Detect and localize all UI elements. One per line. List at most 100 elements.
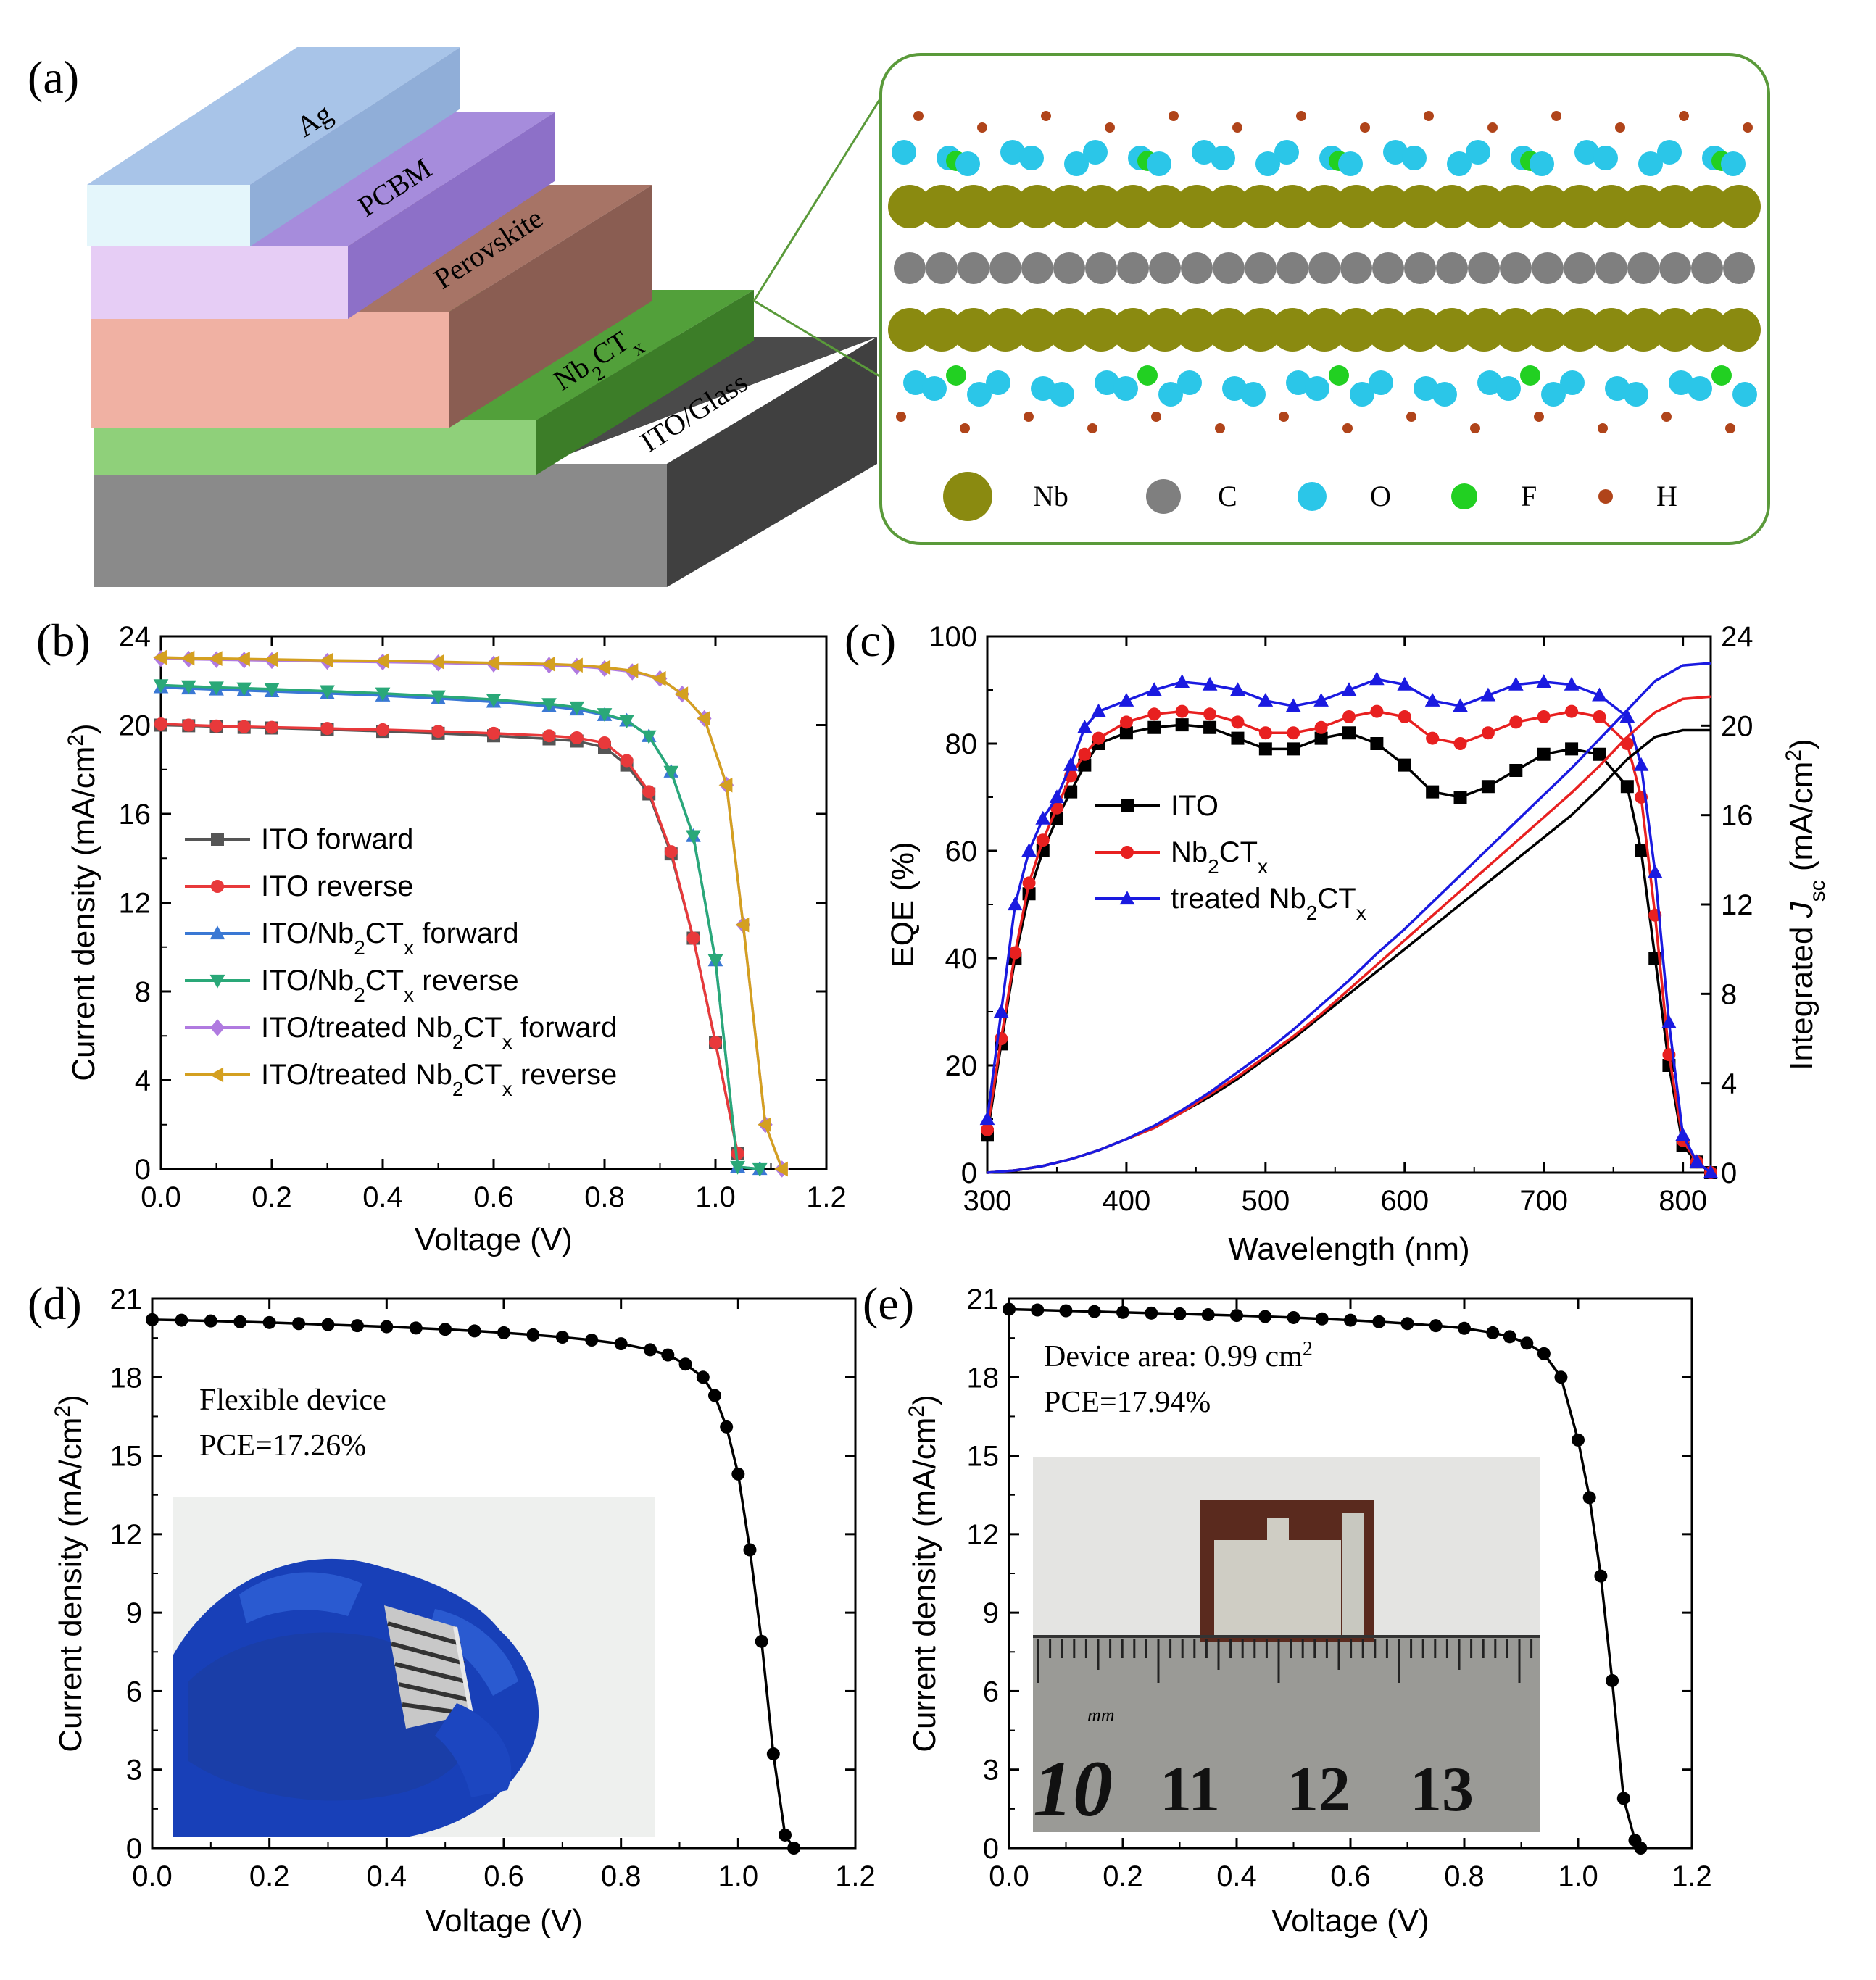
data-point — [182, 718, 196, 732]
data-point — [1175, 718, 1189, 732]
atom-h — [1725, 423, 1735, 433]
atom-c — [1117, 252, 1149, 284]
y-tick-label: 15 — [967, 1441, 1000, 1473]
data-point — [1537, 747, 1551, 761]
y-tick-label: 9 — [983, 1597, 999, 1629]
data-point — [652, 670, 666, 686]
crystal-structure — [888, 111, 1761, 433]
atom-c — [1149, 252, 1181, 284]
panel-e-inset-line2: PCE=17.94% — [1044, 1386, 1211, 1419]
y-tick-label: 100 — [929, 621, 977, 653]
legend-label: Nb2CTx — [1171, 836, 1268, 878]
x-tick-label: 0.0 — [141, 1181, 181, 1213]
panel-d-label: (d) — [28, 1278, 82, 1329]
atom-c — [1181, 252, 1213, 284]
panel-d-ylabel: Current density (mA/cm2) — [51, 1394, 89, 1752]
atom-c — [1404, 252, 1436, 284]
atom-nb — [1653, 308, 1697, 352]
atom-nb — [1366, 185, 1410, 228]
atom-nb — [1143, 308, 1187, 352]
data-point — [1424, 693, 1440, 707]
series-line — [987, 728, 1711, 1174]
data-point — [430, 654, 444, 670]
data-point — [1481, 780, 1495, 794]
data-point — [497, 1326, 510, 1339]
series-line — [986, 723, 1712, 1174]
data-point — [1147, 720, 1161, 734]
data-point — [1230, 682, 1245, 696]
atom-c — [1468, 252, 1500, 284]
data-point — [1287, 742, 1300, 756]
atom-f — [946, 365, 966, 386]
legend-marker — [1119, 891, 1135, 905]
atom-nb — [1111, 185, 1155, 228]
x-tick-label: 0.2 — [1103, 1860, 1143, 1892]
x-tick-label: 1.0 — [695, 1181, 736, 1213]
atom-nb — [1175, 185, 1219, 228]
x-tick-label: 400 — [1103, 1185, 1151, 1217]
atom-h — [1487, 122, 1498, 133]
atom-o — [1064, 151, 1089, 176]
data-point — [718, 777, 733, 793]
data-point — [1021, 843, 1037, 857]
data-point — [1426, 731, 1440, 745]
panel-d-xlabel: Voltage (V) — [425, 1903, 583, 1939]
data-point — [209, 719, 223, 733]
data-point — [1175, 704, 1189, 718]
panel-c-ticks: 300 400 500 600 700 800 0 20 40 60 80 100 0 4 8 12 16 20 2… — [929, 621, 1753, 1217]
atom-c — [989, 252, 1021, 284]
x-tick-label: 500 — [1241, 1185, 1290, 1217]
atom-c — [1277, 252, 1308, 284]
atom-nb — [1622, 308, 1665, 352]
data-point — [1050, 801, 1063, 815]
atom-legend-swatch-nb — [943, 472, 992, 521]
data-point — [1509, 715, 1523, 729]
y-tick-label: 3 — [983, 1755, 999, 1786]
y-tick-label: 6 — [983, 1676, 999, 1707]
atom-c — [1245, 252, 1277, 284]
panel-e-inset-line1: Device area: 0.99 cm2 — [1044, 1338, 1313, 1374]
atom-nb — [920, 185, 963, 228]
panel-d-series — [146, 1313, 801, 1855]
x-tick-label: 600 — [1380, 1185, 1429, 1217]
flexible-device-roll — [384, 1605, 473, 1729]
data-point — [1400, 1317, 1414, 1331]
y-tick-label: 20 — [119, 710, 152, 742]
y-right-tick-label: 8 — [1721, 978, 1737, 1010]
data-point — [1146, 682, 1162, 696]
y-tick-label: 6 — [126, 1676, 142, 1707]
atom-o — [1369, 370, 1393, 395]
atom-c — [1532, 252, 1564, 284]
data-point — [542, 729, 556, 743]
atom-o — [1560, 370, 1585, 395]
atom-nb — [1526, 185, 1569, 228]
atom-o — [922, 376, 947, 401]
data-point — [1076, 720, 1092, 733]
y-tick-label: 20 — [945, 1050, 978, 1082]
atom-o — [1286, 370, 1311, 395]
atom-o — [1031, 376, 1055, 401]
data-point — [153, 679, 169, 694]
data-point — [1344, 1313, 1357, 1327]
atom-nb — [1398, 185, 1442, 228]
atom-nb — [952, 185, 995, 228]
series-treated-nb2ctx-integrated-jsc — [987, 662, 1711, 1174]
series-ito-nb2ctx-reverse — [153, 679, 768, 1177]
legend-label: ITO forward — [261, 823, 413, 855]
data-point — [1398, 710, 1411, 723]
legend-marker — [1121, 846, 1134, 859]
atom-nb — [1303, 308, 1346, 352]
flexible-device-photo — [173, 1497, 655, 1837]
data-point — [153, 649, 167, 665]
data-point — [1087, 1305, 1101, 1318]
data-point — [486, 655, 500, 671]
atom-c — [926, 252, 958, 284]
data-point — [468, 1324, 481, 1338]
data-point — [1008, 897, 1023, 911]
atom-nb — [1335, 185, 1378, 228]
atom-o — [1050, 382, 1074, 407]
data-point — [237, 720, 251, 733]
data-point — [1119, 726, 1133, 740]
data-point — [375, 653, 389, 669]
y-tick-label: 80 — [945, 728, 978, 760]
